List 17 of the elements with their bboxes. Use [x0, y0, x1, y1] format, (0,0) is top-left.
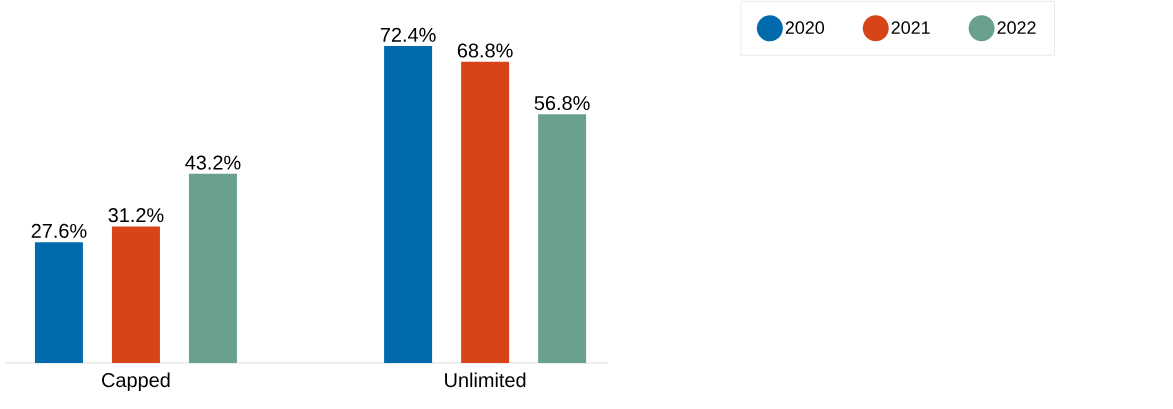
data-label: 43.2%	[185, 155, 241, 170]
data-label: 68.8%	[457, 43, 513, 58]
legend-label: 2020	[785, 21, 825, 34]
bar	[461, 61, 510, 363]
bar	[384, 46, 433, 363]
data-label: 31.2%	[108, 208, 164, 223]
bar	[188, 173, 237, 363]
x-tick-label: Unlimited	[445, 372, 526, 388]
x-tick-label: Capped	[102, 372, 170, 392]
bar	[538, 114, 587, 363]
bar	[34, 242, 83, 363]
legend-label: 2021	[891, 21, 930, 34]
data-label: 27.6%	[31, 223, 87, 238]
bar	[111, 226, 160, 363]
legend-label: 2022	[997, 21, 1036, 34]
data-label: 72.4%	[380, 27, 436, 42]
data-label: 56.8%	[534, 96, 590, 111]
